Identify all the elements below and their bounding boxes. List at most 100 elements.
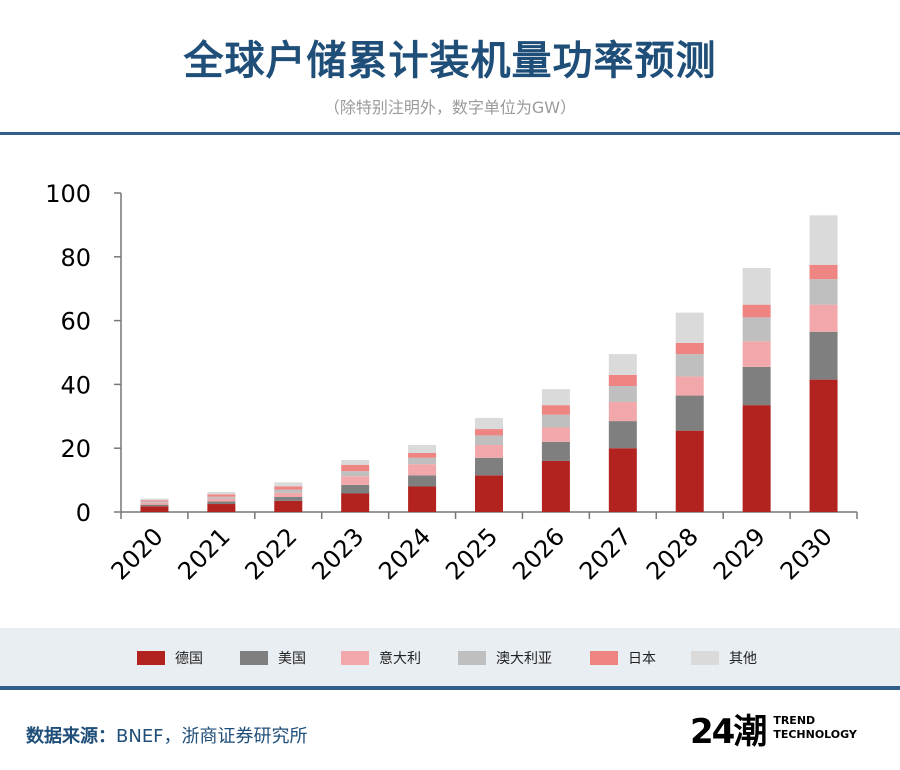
stacked-bar-chart: 0 20 40 60 80 100 2020 2021 2022 2023 2024 2025 2026…	[45, 180, 858, 585]
x-tick-label: 2025	[440, 522, 503, 585]
bar-segment	[341, 476, 370, 485]
bar-segment	[274, 497, 303, 501]
y-tick-label: 80	[60, 244, 91, 272]
bar-segment	[742, 341, 771, 367]
bar-segment	[207, 494, 236, 497]
bar-segment	[675, 430, 704, 512]
legend-swatch	[590, 651, 618, 665]
bar-segment	[341, 493, 370, 512]
bar-segment	[675, 376, 704, 396]
page-title: 全球户储累计装机量功率预测	[183, 38, 717, 84]
bar-segment	[408, 486, 437, 512]
bar-segment	[140, 506, 169, 512]
legend-label: 美国	[278, 651, 306, 667]
bar-segment	[341, 464, 370, 472]
logo-line-2: TECHNOLOGY	[773, 728, 857, 741]
bar-segment	[207, 491, 236, 495]
legend-label: 意大利	[379, 651, 421, 667]
legend-item: 日本	[590, 650, 656, 667]
y-tick-label: 100	[45, 180, 91, 208]
legend-item: 美国	[240, 650, 306, 667]
bar-segment	[274, 482, 303, 487]
bar-segment	[809, 215, 838, 265]
bottom-divider	[0, 686, 900, 690]
bar-segment	[140, 501, 169, 503]
bar-segment	[341, 460, 370, 465]
bar-segment	[274, 486, 303, 490]
y-tick-label: 20	[60, 435, 91, 463]
bar-segment	[274, 489, 303, 493]
bar-segment	[608, 374, 637, 386]
x-tick-label: 2020	[106, 522, 169, 585]
bar-segment	[541, 414, 570, 428]
x-tick-label: 2022	[240, 522, 303, 585]
bar-segment	[809, 264, 838, 280]
bar-segment	[742, 267, 771, 305]
bar-segment	[541, 441, 570, 461]
bar-segment	[140, 498, 169, 501]
x-tick-label: 2023	[306, 522, 369, 585]
bar-segment	[408, 445, 437, 453]
bar-segment	[475, 445, 503, 458]
legend-label: 其他	[729, 651, 757, 667]
x-tick-label: 2027	[574, 522, 637, 585]
bar-segment	[608, 421, 637, 449]
bar-segment	[541, 427, 570, 442]
y-tick-label: 0	[76, 499, 91, 527]
bar-segment	[408, 464, 437, 476]
bar-segment	[675, 395, 704, 431]
bar-segment	[742, 366, 771, 406]
legend-item: 德国	[137, 650, 203, 667]
x-tick-label: 2021	[173, 522, 236, 585]
source-text: BNEF，浙商证券研究所	[116, 726, 308, 747]
y-tick-label: 40	[60, 371, 91, 399]
legend-swatch	[691, 651, 719, 665]
bar-segment	[675, 342, 704, 355]
bar-segment	[541, 389, 570, 406]
x-tick-label: 2029	[708, 522, 771, 585]
bar-segment	[475, 435, 503, 446]
x-tick-label: 2026	[507, 522, 570, 585]
legend-swatch	[240, 651, 268, 665]
bar-segment	[408, 452, 437, 458]
bar-segment	[809, 379, 838, 512]
legend-label: 日本	[628, 651, 656, 667]
logo-line-1: TREND	[773, 714, 816, 727]
bar-segment	[541, 460, 570, 512]
legend-swatch	[137, 651, 165, 665]
bar-segment	[541, 405, 570, 415]
bar-segment	[207, 496, 236, 499]
bar-segment	[742, 405, 771, 512]
legend-label: 德国	[175, 651, 203, 667]
bar-segment	[742, 317, 771, 342]
brand-logo: 24潮 TREND TECHNOLOGY	[690, 708, 857, 752]
logo-mark: 24潮	[690, 711, 767, 752]
bar-segment	[475, 429, 503, 436]
bar-segment	[742, 304, 771, 318]
bar-segment	[408, 457, 437, 465]
legend-swatch	[341, 651, 369, 665]
bar-segment	[408, 475, 437, 487]
bar-segment	[608, 448, 637, 512]
bar-segment	[207, 498, 236, 502]
top-divider	[0, 132, 900, 135]
logo-text: TREND TECHNOLOGY	[773, 714, 857, 742]
bar-segment	[341, 471, 370, 477]
x-tick-label: 2024	[373, 522, 436, 585]
bar-segment	[207, 504, 236, 512]
page-subtitle: （除特别注明外，数字单位为GW）	[323, 98, 577, 117]
bar-segment	[341, 484, 370, 494]
bar-segment	[675, 354, 704, 377]
legend-swatch	[458, 651, 486, 665]
x-tick-label: 2030	[775, 522, 838, 585]
bar-segment	[274, 492, 303, 498]
legend-item: 澳大利亚	[458, 650, 552, 667]
bar-segment	[809, 279, 838, 305]
bar-segment	[475, 457, 503, 476]
bar-segment	[608, 385, 637, 402]
bar-segment	[809, 304, 838, 332]
source-note: 数据来源：BNEF，浙商证券研究所	[26, 722, 308, 748]
bar-segment	[475, 417, 503, 430]
legend-item: 意大利	[341, 650, 421, 667]
bar-segment	[608, 354, 637, 375]
